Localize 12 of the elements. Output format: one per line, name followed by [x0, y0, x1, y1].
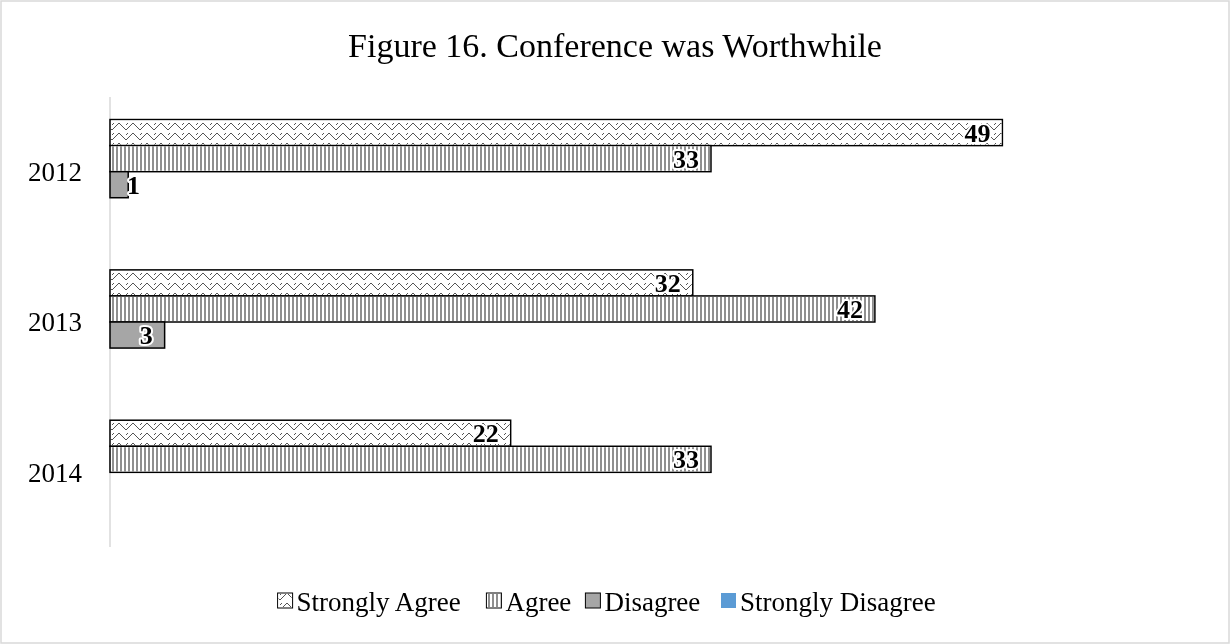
- y-tick-label: 2014: [28, 457, 83, 488]
- y-tick-label: 2012: [28, 157, 82, 188]
- data-label: 3: [139, 321, 153, 351]
- legend-label: Strongly Disagree: [740, 587, 936, 618]
- data-label: 33: [672, 144, 699, 174]
- y-tick-label: 2013: [28, 307, 82, 338]
- legend-label: Disagree: [604, 587, 701, 618]
- legend-label: Agree: [505, 587, 572, 618]
- chart-title: Figure 16. Conference was Worthwhile: [348, 26, 882, 64]
- data-label: 1: [127, 170, 140, 200]
- legend-label: Strongly Agree: [296, 587, 461, 618]
- data-label: 33: [672, 445, 699, 475]
